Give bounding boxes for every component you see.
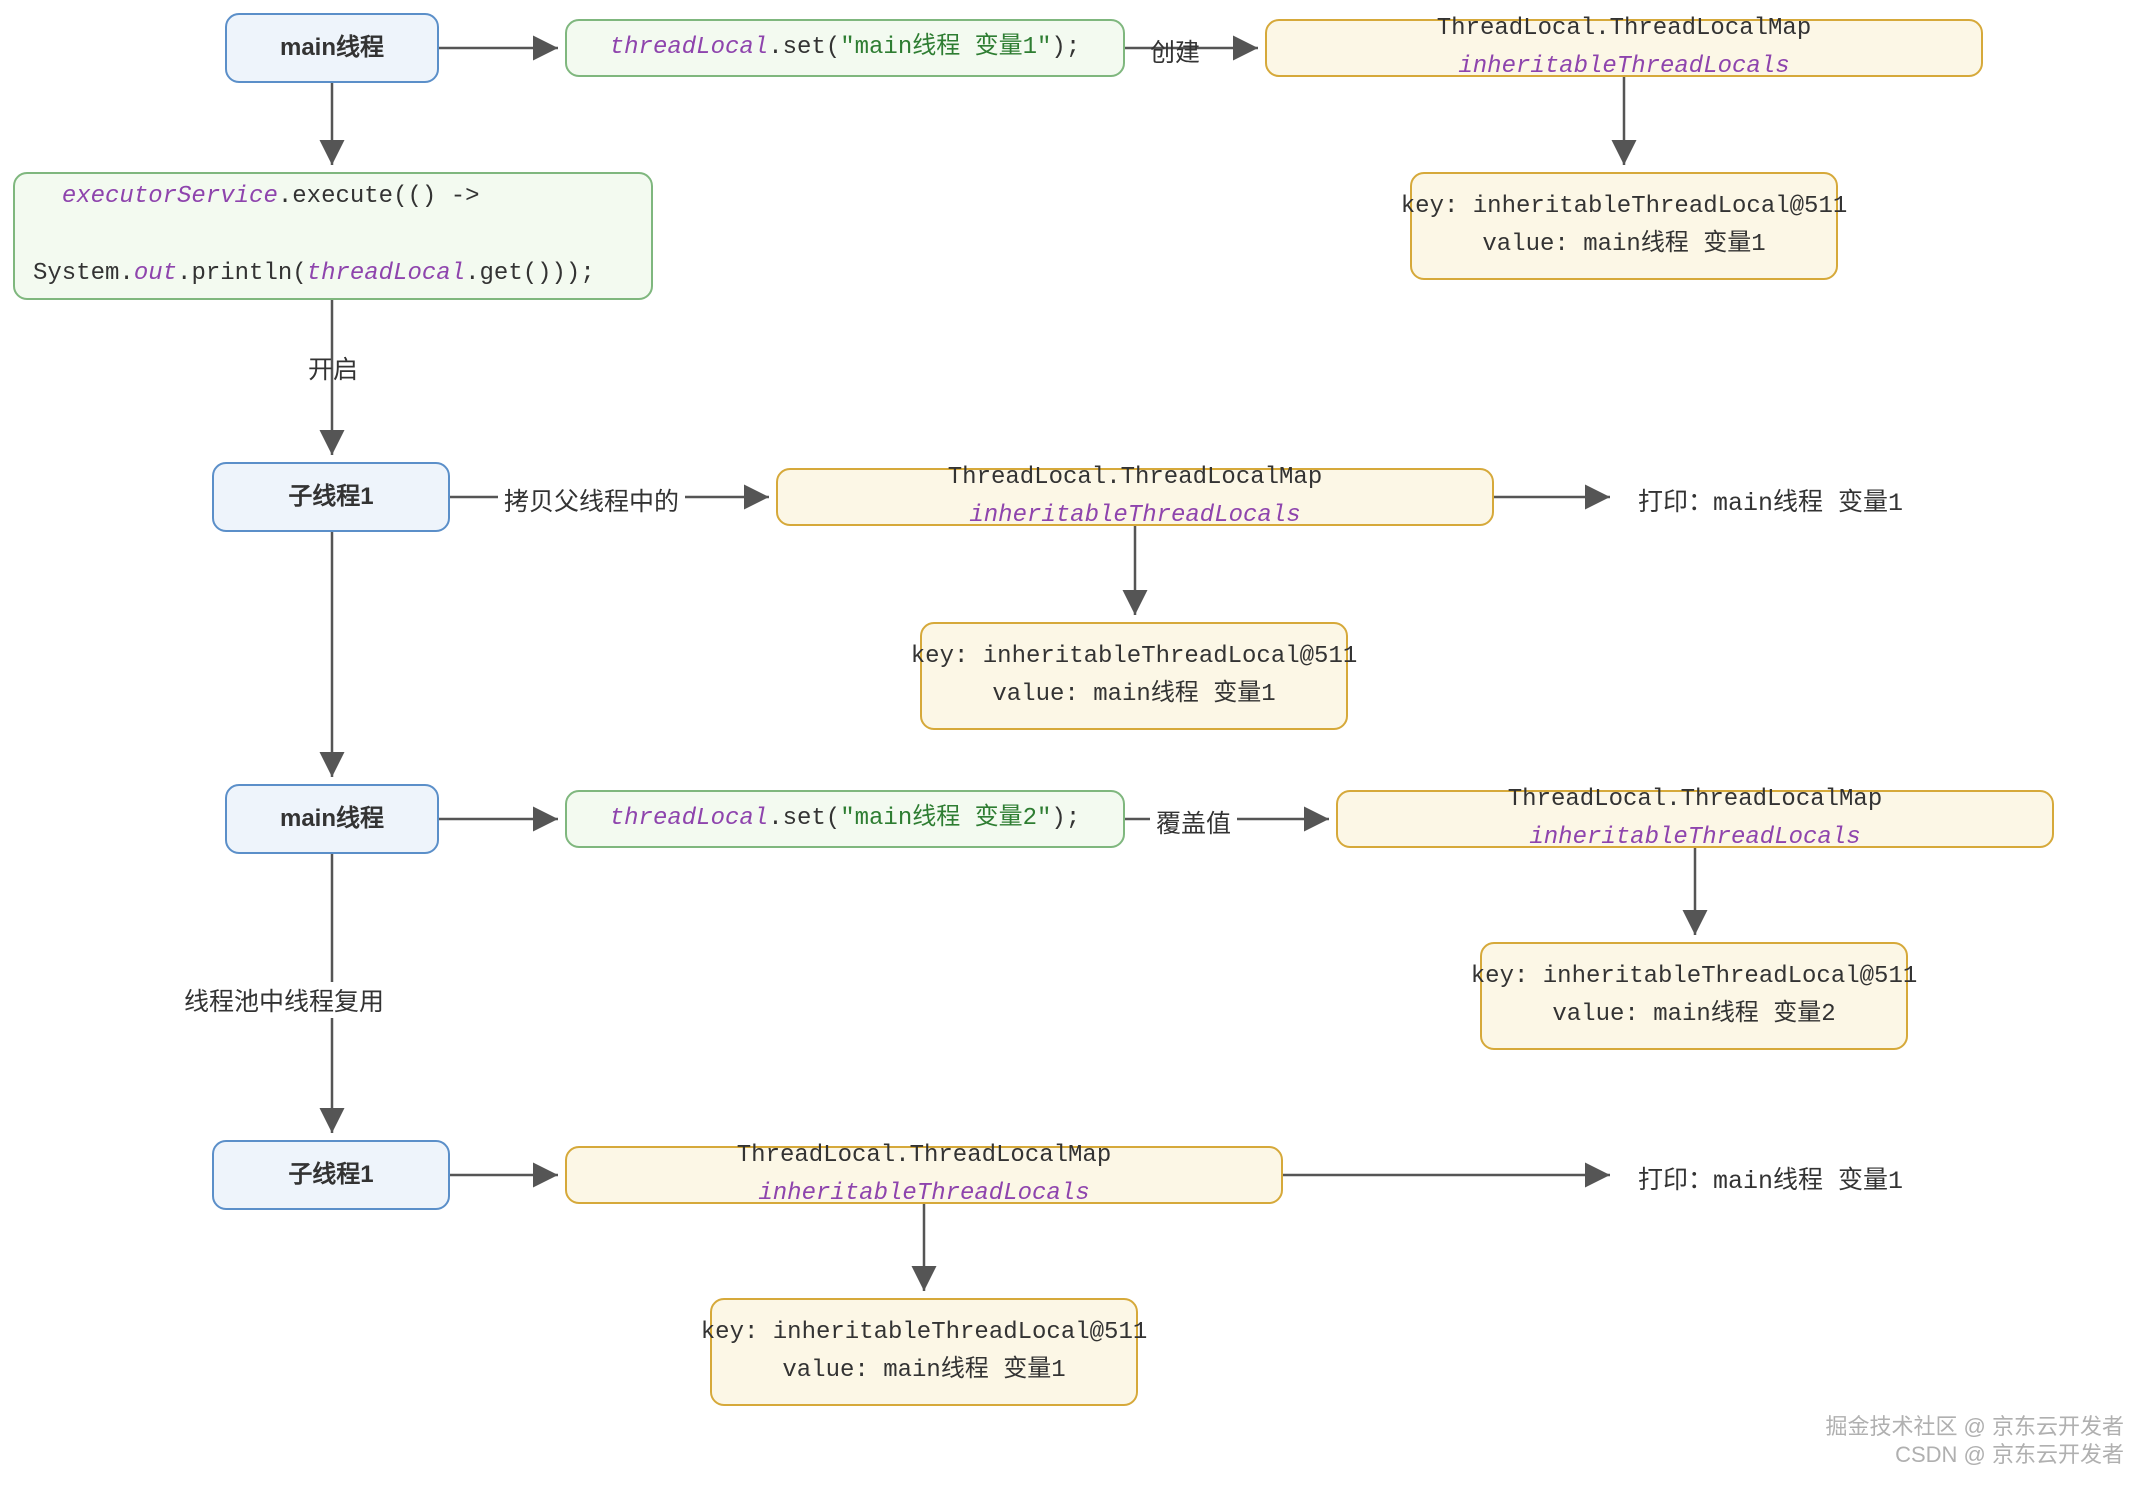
main-thread-1: main线程: [225, 13, 439, 83]
kv-content: key: inheritableThreadLocal@511 value: m…: [911, 638, 1357, 715]
watermark: 掘金技术社区 @ 京东云开发者 CSDN @ 京东云开发者: [1825, 1413, 2124, 1470]
kv-box-4: key: inheritableThreadLocal@511 value: m…: [710, 1298, 1138, 1406]
set-call-1: threadLocal.set("main线程 变量1");: [565, 19, 1125, 77]
threadlocalmap-4: ThreadLocal.ThreadLocalMap inheritableTh…: [565, 1146, 1283, 1204]
print-result-1: 打印：main线程 变量1: [1638, 482, 1903, 518]
set-call-2: threadLocal.set("main线程 变量2");: [565, 790, 1125, 848]
node-label: 子线程1: [288, 1156, 373, 1194]
kv-content: key: inheritableThreadLocal@511 value: m…: [1471, 958, 1917, 1035]
threadlocalmap-1: ThreadLocal.ThreadLocalMap inheritableTh…: [1265, 19, 1983, 77]
node-label: main线程: [280, 29, 384, 67]
code: ThreadLocal.ThreadLocalMap inheritableTh…: [585, 1137, 1263, 1214]
threadlocalmap-2: ThreadLocal.ThreadLocalMap inheritableTh…: [776, 468, 1494, 526]
print-result-2: 打印：main线程 变量1: [1638, 1160, 1903, 1196]
kv-box-2: key: inheritableThreadLocal@511 value: m…: [920, 622, 1348, 730]
code: threadLocal.set("main线程 变量2");: [610, 800, 1080, 838]
edge-label-reuse: 线程池中线程复用: [178, 982, 390, 1018]
edge-label-open: 开启: [308, 350, 358, 386]
edge-label-create: 创建: [1150, 33, 1200, 69]
kv-content: key: inheritableThreadLocal@511 value: m…: [1401, 188, 1847, 265]
executor-execute: executorService.execute(() -> System.out…: [13, 172, 653, 300]
node-label: 子线程1: [288, 478, 373, 516]
threadlocalmap-3: ThreadLocal.ThreadLocalMap inheritableTh…: [1336, 790, 2054, 848]
kv-box-3: key: inheritableThreadLocal@511 value: m…: [1480, 942, 1908, 1050]
edge-label-override: 覆盖值: [1150, 804, 1237, 840]
edge-label-copy: 拷贝父线程中的: [498, 482, 685, 518]
node-label: main线程: [280, 800, 384, 838]
kv-box-1: key: inheritableThreadLocal@511 value: m…: [1410, 172, 1838, 280]
code: threadLocal.set("main线程 变量1");: [610, 29, 1080, 67]
code: ThreadLocal.ThreadLocalMap inheritableTh…: [796, 459, 1474, 536]
code: ThreadLocal.ThreadLocalMap inheritableTh…: [1285, 10, 1963, 87]
child-thread-1b: 子线程1: [212, 1140, 450, 1210]
code: ThreadLocal.ThreadLocalMap inheritableTh…: [1356, 781, 2034, 858]
main-thread-2: main线程: [225, 784, 439, 854]
child-thread-1a: 子线程1: [212, 462, 450, 532]
kv-content: key: inheritableThreadLocal@511 value: m…: [701, 1314, 1147, 1391]
code: executorService.execute(() -> System.out…: [33, 178, 595, 293]
